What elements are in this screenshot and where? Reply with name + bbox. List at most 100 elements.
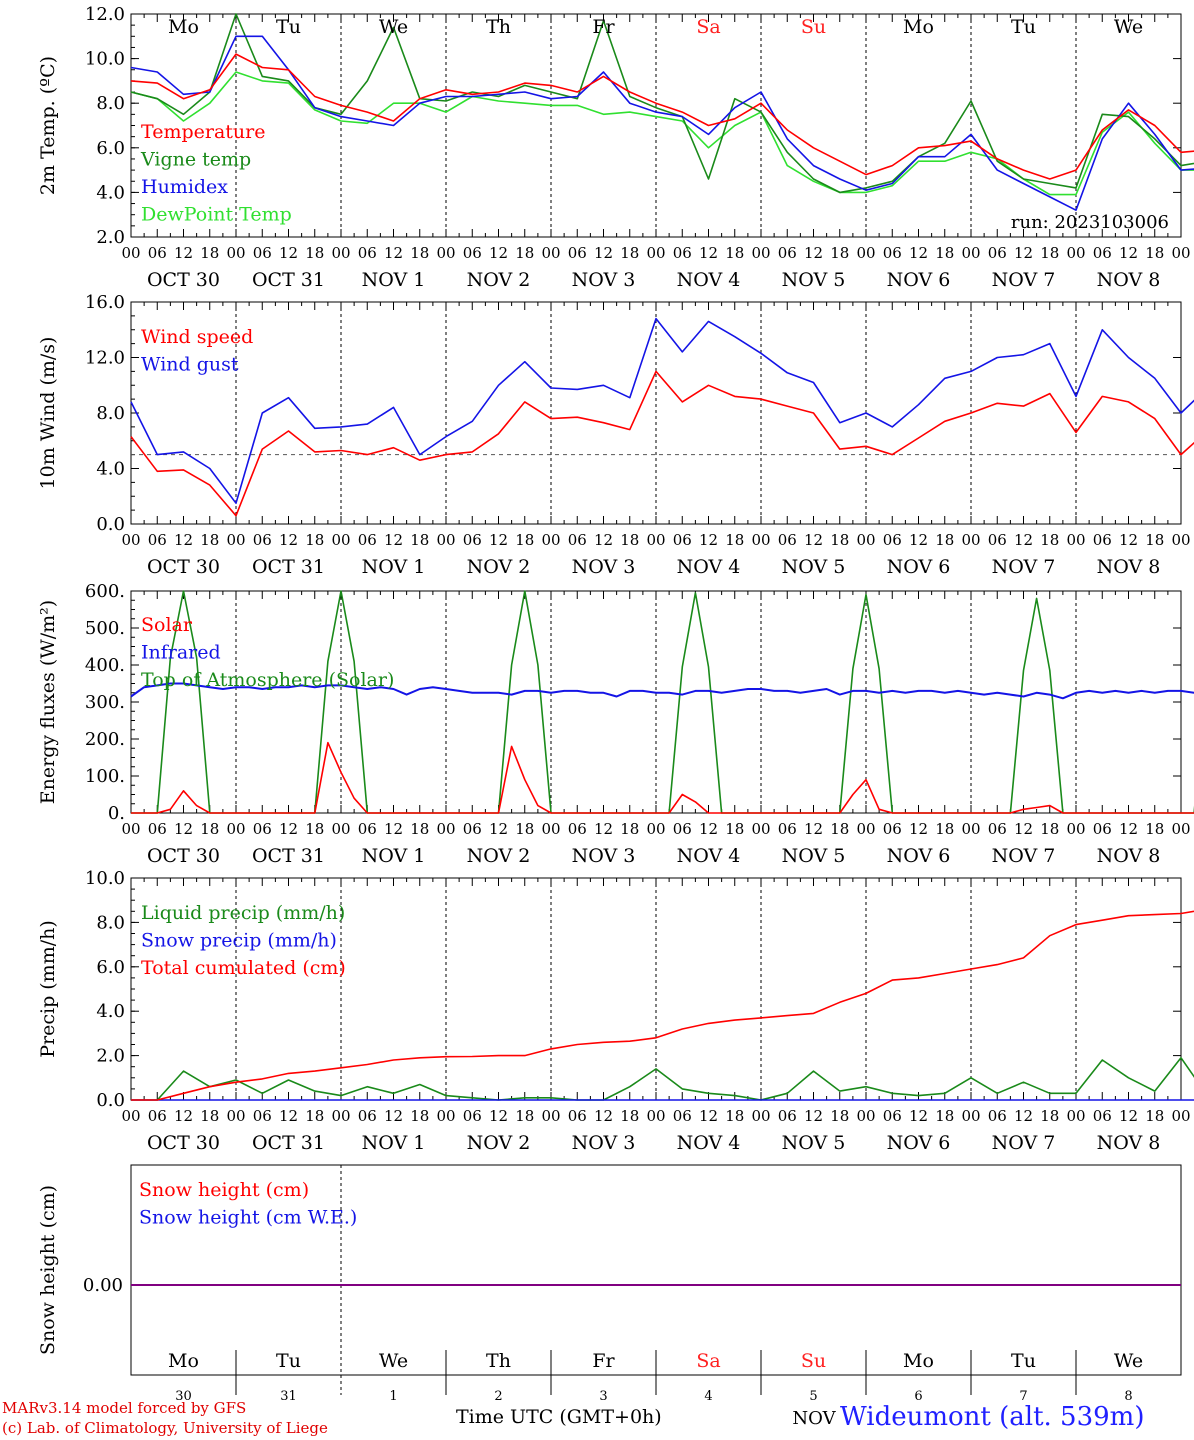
y-tick-label: 10.0 — [85, 868, 125, 889]
y-axis-title: 2m Temp. (ºC) — [37, 56, 59, 195]
hour-label: 18 — [620, 531, 639, 549]
hour-label: 18 — [830, 531, 849, 549]
hour-label: 18 — [410, 820, 429, 838]
hour-label: 12 — [384, 531, 403, 549]
hour-label: 18 — [725, 820, 744, 838]
hour-label: 12 — [699, 244, 718, 262]
hour-label: 12 — [1119, 531, 1138, 549]
hour-label: 00 — [331, 820, 350, 838]
hour-label: 06 — [253, 1107, 272, 1125]
hour-label: 18 — [1145, 531, 1164, 549]
y-tick-label: 10.0 — [85, 49, 125, 70]
hour-label: 12 — [804, 531, 823, 549]
y-tick-label: 0.0 — [96, 514, 125, 535]
hour-label: 18 — [515, 1107, 534, 1125]
hour-label: 12 — [804, 244, 823, 262]
hour-label: 12 — [279, 820, 298, 838]
series-line-wind-speed — [130, 370, 1194, 517]
hour-label: 00 — [121, 244, 140, 262]
hour-label: 00 — [1066, 244, 1085, 262]
credit-line-1: MARv3.14 model forced by GFS — [2, 1399, 247, 1417]
credit-line-2: (c) Lab. of Climatology, University of L… — [2, 1419, 328, 1437]
day-abbr-label: We — [1114, 16, 1143, 38]
series-line-snow-precip-mm-h — [131, 1099, 1194, 1101]
hour-label: 12 — [1119, 244, 1138, 262]
hour-label: 06 — [253, 531, 272, 549]
day-abbr-label: Sa — [696, 1350, 720, 1372]
hour-label: 12 — [909, 531, 928, 549]
hour-label: 12 — [174, 244, 193, 262]
y-tick-label: 12.0 — [85, 4, 125, 25]
hour-label: 18 — [620, 1107, 639, 1125]
date-label: NOV 5 — [782, 556, 846, 578]
y-tick-label: 4.0 — [96, 182, 125, 203]
hour-label: 06 — [1093, 1107, 1112, 1125]
day-abbr-label: We — [379, 16, 408, 38]
hour-label: 00 — [856, 531, 875, 549]
day-abbr-label: Tu — [276, 1350, 301, 1372]
hour-label: 06 — [358, 1107, 377, 1125]
x-axis-title: Time UTC (GMT+0h) — [456, 1406, 662, 1428]
date-label: OCT 30 — [147, 269, 220, 291]
y-tick-label: 0. — [108, 803, 125, 824]
day-abbr-label: Mo — [903, 1350, 934, 1372]
hour-label: 12 — [174, 531, 193, 549]
hour-label: 12 — [279, 1107, 298, 1125]
legend-entry: Snow height (cm) — [139, 1179, 309, 1201]
hour-label: 12 — [594, 531, 613, 549]
series-line-infrared — [130, 682, 1194, 700]
hour-label: 06 — [1093, 531, 1112, 549]
hour-label: 06 — [358, 820, 377, 838]
hour-label: 00 — [856, 1107, 875, 1125]
series-line-vigne-temp — [130, 13, 1194, 194]
hour-label: 00 — [1171, 1107, 1190, 1125]
date-label: OCT 31 — [252, 845, 325, 867]
day-number-label: 31 — [280, 1389, 297, 1404]
hour-label: 00 — [226, 820, 245, 838]
day-abbr-label: Mo — [903, 16, 934, 38]
hour-label: 00 — [961, 1107, 980, 1125]
hour-label: 00 — [226, 244, 245, 262]
hour-label: 06 — [463, 244, 482, 262]
day-number-label: 7 — [1019, 1389, 1027, 1404]
run-label: run: 2023103006 — [1011, 212, 1169, 233]
hour-label: 12 — [279, 531, 298, 549]
hour-label: 12 — [384, 1107, 403, 1125]
date-label: NOV 3 — [572, 269, 636, 291]
y-axis-title: Precip (mm/h) — [37, 920, 59, 1058]
date-label: NOV 1 — [362, 845, 426, 867]
date-label: NOV 3 — [572, 1132, 636, 1154]
hour-label: 00 — [436, 244, 455, 262]
y-tick-label: 6.0 — [96, 138, 125, 159]
hour-label: 00 — [646, 1107, 665, 1125]
date-label: NOV 8 — [1097, 556, 1161, 578]
y-tick-label: 600. — [85, 581, 125, 602]
hour-label: 06 — [883, 531, 902, 549]
date-label: NOV 6 — [887, 269, 951, 291]
legend-entry: Humidex — [141, 176, 228, 198]
hour-label: 18 — [935, 820, 954, 838]
date-label: NOV 8 — [1097, 1132, 1161, 1154]
hour-label: 00 — [331, 1107, 350, 1125]
series-line-temperature — [130, 53, 1194, 180]
y-tick-label: 0.00 — [83, 1275, 123, 1296]
hour-label: 00 — [541, 531, 560, 549]
hour-label: 18 — [515, 531, 534, 549]
day-number-label: 1 — [389, 1389, 397, 1404]
hour-label: 12 — [909, 1107, 928, 1125]
station-label: Wideumont (alt. 539m) — [840, 1402, 1145, 1432]
hour-label: 12 — [174, 1107, 193, 1125]
hour-label: 18 — [1145, 820, 1164, 838]
hour-label: 00 — [1171, 531, 1190, 549]
hour-label: 12 — [1014, 820, 1033, 838]
date-label: NOV 3 — [572, 845, 636, 867]
hour-label: 06 — [883, 1107, 902, 1125]
date-label: OCT 31 — [252, 556, 325, 578]
hour-label: 00 — [1171, 244, 1190, 262]
hour-label: 00 — [541, 244, 560, 262]
day-number-label: 30 — [175, 1389, 192, 1404]
hour-label: 06 — [148, 1107, 167, 1125]
legend-entry: DewPoint Temp — [141, 204, 292, 226]
date-label: OCT 30 — [147, 845, 220, 867]
legend-entry: Wind speed — [141, 326, 253, 348]
